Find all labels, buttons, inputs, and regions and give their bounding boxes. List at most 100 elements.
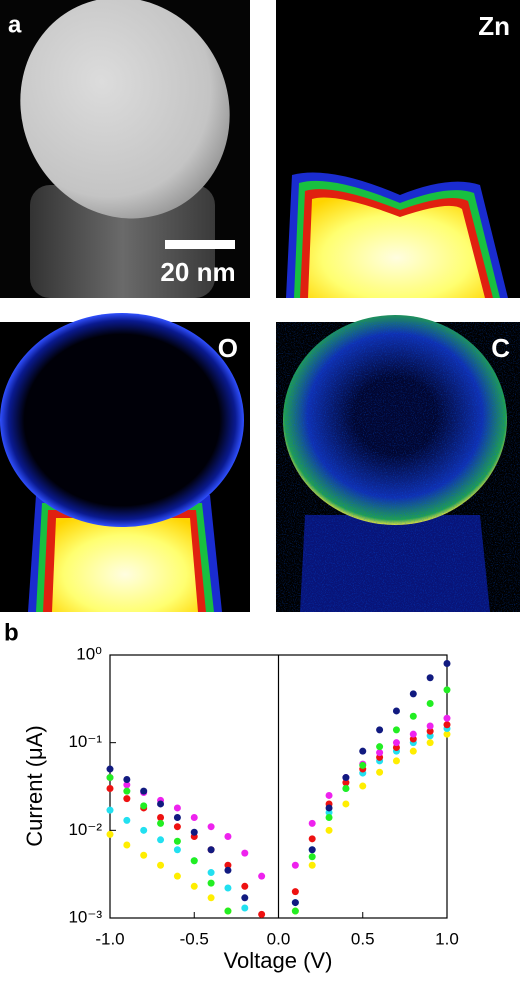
- data-point: [443, 730, 451, 738]
- data-point: [123, 776, 131, 784]
- data-point: [173, 846, 181, 854]
- data-point: [409, 730, 417, 738]
- data-point: [207, 846, 215, 854]
- data-point: [392, 707, 400, 715]
- data-point: [140, 787, 148, 795]
- data-point: [426, 722, 434, 730]
- panel-label: O: [218, 333, 238, 363]
- data-point: [376, 726, 384, 734]
- data-point: [409, 690, 417, 698]
- panel-zn: Zn: [276, 0, 520, 298]
- data-point: [359, 747, 367, 755]
- panel-label: Zn: [478, 11, 510, 41]
- panel-c: C: [276, 315, 520, 612]
- data-point: [106, 785, 114, 793]
- data-point: [106, 765, 114, 773]
- data-point: [342, 785, 350, 793]
- data-point: [258, 910, 266, 918]
- data-point: [123, 841, 131, 849]
- data-point: [106, 830, 114, 838]
- data-point: [123, 795, 131, 803]
- data-point: [359, 761, 367, 769]
- data-point: [325, 791, 333, 799]
- data-point: [224, 907, 232, 915]
- data-point: [409, 712, 417, 720]
- data-point: [426, 739, 434, 747]
- data-point: [207, 894, 215, 902]
- data-point: [224, 866, 232, 874]
- x-tick-label: 1.0: [435, 929, 459, 948]
- data-point: [325, 826, 333, 834]
- data-point: [123, 787, 131, 795]
- data-point: [157, 836, 165, 844]
- data-point: [224, 884, 232, 892]
- data-point: [308, 846, 316, 854]
- data-point: [173, 804, 181, 812]
- y-tick-label: 10⁻¹: [68, 732, 102, 751]
- data-point: [376, 743, 384, 751]
- data-point: [140, 802, 148, 810]
- data-point: [392, 757, 400, 765]
- data-point: [190, 828, 198, 836]
- x-tick-label: -0.5: [180, 929, 209, 948]
- data-point: [157, 800, 165, 808]
- data-point: [291, 899, 299, 907]
- data-point: [443, 659, 451, 667]
- data-point: [123, 816, 131, 824]
- data-point: [342, 779, 350, 787]
- data-point: [308, 853, 316, 861]
- y-axis-title: Current (μA): [22, 725, 47, 846]
- data-point: [342, 774, 350, 782]
- data-point: [241, 894, 249, 902]
- data-point: [426, 727, 434, 735]
- data-point: [173, 837, 181, 845]
- data-point: [291, 888, 299, 896]
- data-point: [173, 814, 181, 822]
- scale-bar-label: 20 nm: [160, 257, 235, 287]
- data-point: [173, 823, 181, 831]
- x-axis-title: Voltage (V): [224, 948, 333, 973]
- data-point: [392, 744, 400, 752]
- data-point: [359, 782, 367, 790]
- data-point: [426, 699, 434, 707]
- data-point: [409, 735, 417, 743]
- chart: b Voltage (V) Current (μA) 10⁻³ 10⁻² 10⁻¹ 1…: [4, 619, 459, 972]
- data-point: [157, 814, 165, 822]
- y-tick-label: 10⁻²: [68, 820, 102, 839]
- y-tick-label: 10⁰: [76, 644, 102, 663]
- panel-label: a: [8, 11, 22, 38]
- data-point: [140, 826, 148, 834]
- data-point: [207, 823, 215, 831]
- data-point: [291, 907, 299, 915]
- data-point: [140, 851, 148, 859]
- data-point: [291, 861, 299, 869]
- data-point: [392, 739, 400, 747]
- data-point: [241, 904, 249, 912]
- data-point: [376, 768, 384, 776]
- data-point: [106, 774, 114, 782]
- data-point: [157, 819, 165, 827]
- panel-label: b: [4, 619, 19, 646]
- data-point: [392, 726, 400, 734]
- data-point: [308, 861, 316, 869]
- data-point: [224, 861, 232, 869]
- data-point: [106, 806, 114, 814]
- data-point: [190, 857, 198, 865]
- data-point: [258, 872, 266, 880]
- data-point: [224, 833, 232, 841]
- data-point: [190, 882, 198, 890]
- data-point: [426, 674, 434, 682]
- panel-a: 20 nm a: [0, 0, 250, 298]
- data-point: [157, 861, 165, 869]
- panel-label: C: [491, 333, 510, 363]
- data-point: [325, 814, 333, 822]
- panel-o: O: [0, 313, 250, 612]
- x-tick-label: 0.0: [267, 929, 291, 948]
- data-point: [207, 879, 215, 887]
- data-point: [376, 749, 384, 757]
- data-point: [325, 804, 333, 812]
- data-point: [308, 819, 316, 827]
- x-tick-label: -1.0: [95, 929, 124, 948]
- data-point: [342, 800, 350, 808]
